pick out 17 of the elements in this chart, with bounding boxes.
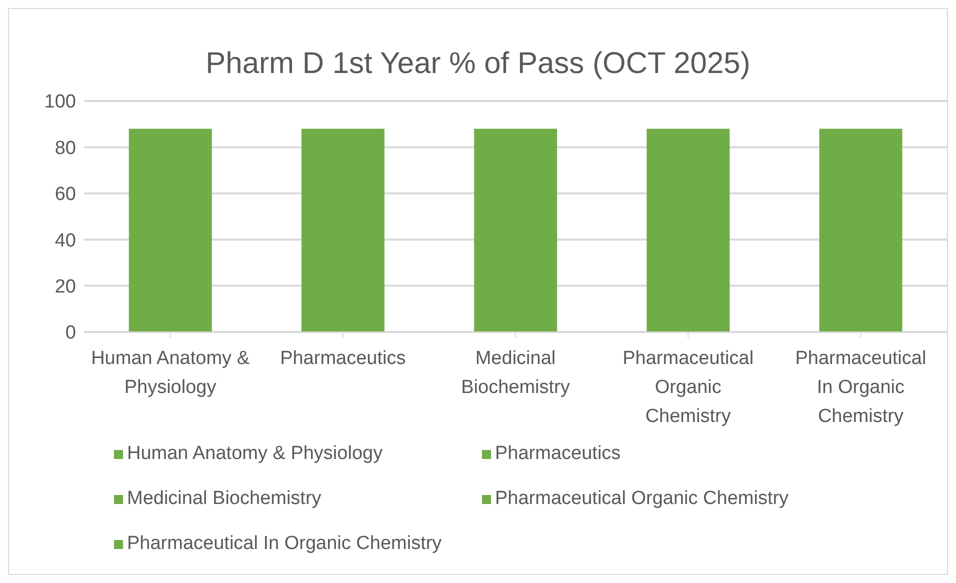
y-tick-label: 0 <box>65 322 76 344</box>
legend-label: Pharmaceutical In Organic Chemistry <box>127 532 443 556</box>
y-tick-label: 80 <box>54 138 76 159</box>
x-tick-label: Pharmaceutical In Organic Chemistry <box>795 348 926 427</box>
legend-label: Medicinal Biochemistry <box>127 487 322 511</box>
legend-label: Pharmaceutical Organic Chemistry <box>495 487 790 511</box>
y-tick-label: 20 <box>54 276 76 298</box>
x-tick-label: Human Anatomy & Physiology <box>91 348 250 398</box>
y-tick-label: 100 <box>44 92 76 113</box>
legend-label: Human Anatomy & Physiology <box>127 442 384 466</box>
y-tick-label: 40 <box>54 230 76 252</box>
x-tick-label: Pharmaceutics <box>280 348 406 369</box>
x-tick-label: Pharmaceutical Organic Chemistry <box>622 348 754 427</box>
chart-title: Pharm D 1st Year % of Pass (OCT 2025) <box>204 47 752 82</box>
x-tick-label: Medicinal Biochemistry <box>461 348 570 398</box>
y-tick-label: 60 <box>54 184 76 206</box>
legend-label: Pharmaceutics <box>495 442 622 466</box>
